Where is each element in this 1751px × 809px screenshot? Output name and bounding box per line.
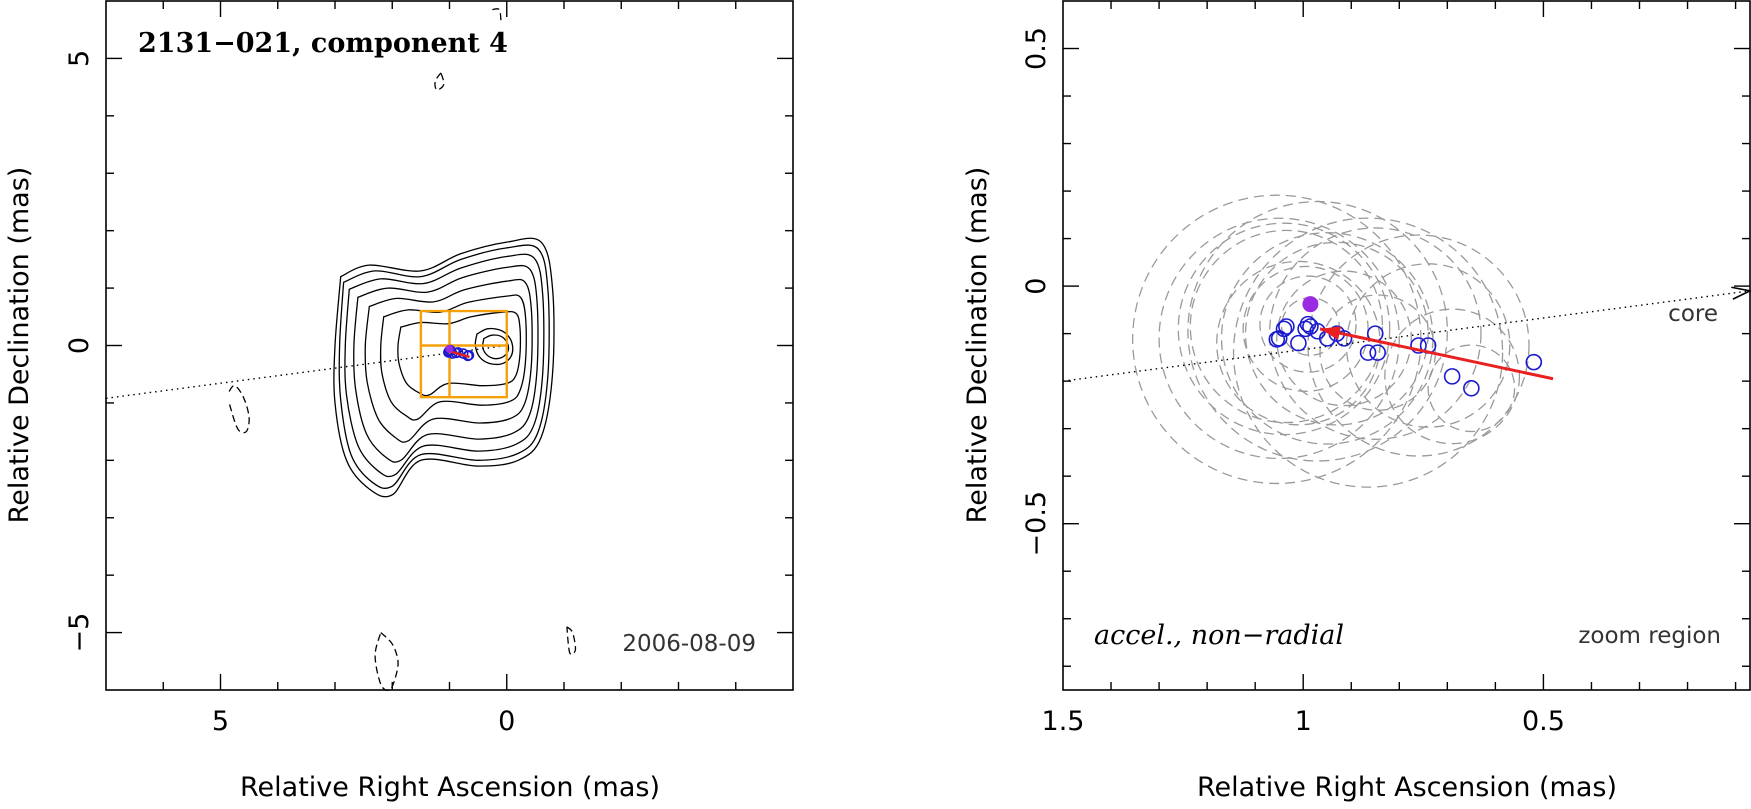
uncertainty-circle — [1187, 200, 1448, 462]
right-ticks — [1063, 1, 1750, 690]
right-tick-labels: 1.5 1 0.5 0.5 0 −0.5 — [1021, 27, 1565, 737]
uncertainty-circle — [1268, 227, 1482, 440]
core-arrowhead — [1731, 286, 1751, 300]
left-panel: 5 050−5 2131−021, component 4 2006-08-09 … — [4, 0, 794, 803]
left-panel-title: 2131−021, component 4 — [138, 28, 508, 59]
contour-level — [397, 310, 522, 397]
uncertainty-circle — [1307, 234, 1530, 457]
negative-contour — [566, 626, 577, 655]
negative-contour — [374, 632, 399, 691]
uncertainty-circle — [1220, 232, 1434, 445]
component-marker — [1278, 318, 1295, 335]
component-marker — [1443, 368, 1461, 385]
left-x-axis-label: Relative Right Ascension (mas) — [240, 772, 660, 803]
uncertainty-circle — [1232, 217, 1504, 488]
contour-level — [364, 278, 533, 443]
uncertainty-circle — [1189, 229, 1384, 424]
negative-contour — [434, 72, 445, 91]
y-tick-label: 5 — [64, 50, 95, 67]
y-tick-label: −0.5 — [1021, 491, 1052, 557]
component-marker — [1270, 330, 1288, 347]
contour-level — [379, 294, 527, 421]
contour-level — [474, 327, 514, 366]
right-plot-frame — [1062, 0, 1751, 691]
uncertainty-circle — [1276, 270, 1412, 407]
uncertainty-circle — [1158, 217, 1400, 460]
kinematics-annotation: accel., non−radial — [1094, 620, 1344, 651]
x-tick-label: 1 — [1295, 706, 1312, 737]
ridge-line — [105, 344, 507, 400]
epoch-label: 2006-08-09 — [622, 631, 756, 657]
y-tick-label: 0 — [1021, 278, 1052, 295]
core-direction-label: core — [1668, 301, 1718, 327]
uncertainty-circle — [1259, 275, 1357, 373]
component-marker — [1525, 353, 1543, 371]
y-tick-label: 0 — [64, 337, 95, 354]
negative-contour — [228, 384, 250, 434]
contour-level — [338, 244, 550, 489]
negative-contour — [492, 8, 502, 22]
component-marker — [1359, 344, 1377, 361]
contour-level — [333, 237, 555, 498]
motion-vector-mini — [449, 349, 470, 359]
uncertainty-circle — [1244, 241, 1429, 426]
motion-vector-arrowhead — [1320, 326, 1342, 340]
y-tick-label: −5 — [64, 613, 95, 653]
component-marker — [1463, 379, 1480, 397]
motion-vector — [1319, 326, 1554, 381]
left-component-markers — [443, 344, 475, 362]
contour-level — [344, 253, 545, 478]
component-marker — [1410, 337, 1427, 354]
right-x-axis-label: Relative Right Ascension (mas) — [1197, 772, 1617, 803]
left-tick-labels: 5 0 5 0 −5 — [64, 50, 515, 737]
uncertainty-circle — [1132, 194, 1422, 485]
reference-marker-mini — [445, 344, 454, 353]
uncertainty-circle — [1242, 265, 1369, 392]
motion-vector-line — [1319, 327, 1554, 381]
x-tick-label: 0 — [498, 706, 515, 737]
zoom-box-outline — [419, 309, 508, 399]
contour-level — [353, 264, 539, 463]
left-y-axis-label: Relative Declination (mas) — [4, 167, 35, 524]
uncertainty-circle — [1427, 344, 1516, 433]
x-tick-label: 5 — [212, 706, 229, 737]
uncertainty-circle — [1384, 308, 1521, 445]
component-marker — [1369, 344, 1386, 361]
component-marker — [1290, 334, 1307, 352]
reference-position-marker — [1302, 296, 1319, 313]
x-tick-label: 0.5 — [1522, 706, 1565, 737]
uncertainty-circle — [1177, 222, 1391, 436]
zoom-region-label: zoom region — [1578, 623, 1721, 649]
contour-level — [482, 334, 510, 360]
x-tick-label: 1.5 — [1042, 706, 1085, 737]
right-y-axis-label: Relative Declination (mas) — [962, 167, 993, 524]
right-panel: 1.5 1 0.5 0.5 0 −0.5 accel., non−radial zoom … — [962, 0, 1751, 803]
right-ridge-line — [1062, 286, 1751, 382]
y-tick-label: 0.5 — [1021, 27, 1052, 70]
ridge-line — [1062, 290, 1751, 382]
component-marker — [1275, 320, 1293, 338]
left-contour-map — [105, 8, 577, 691]
